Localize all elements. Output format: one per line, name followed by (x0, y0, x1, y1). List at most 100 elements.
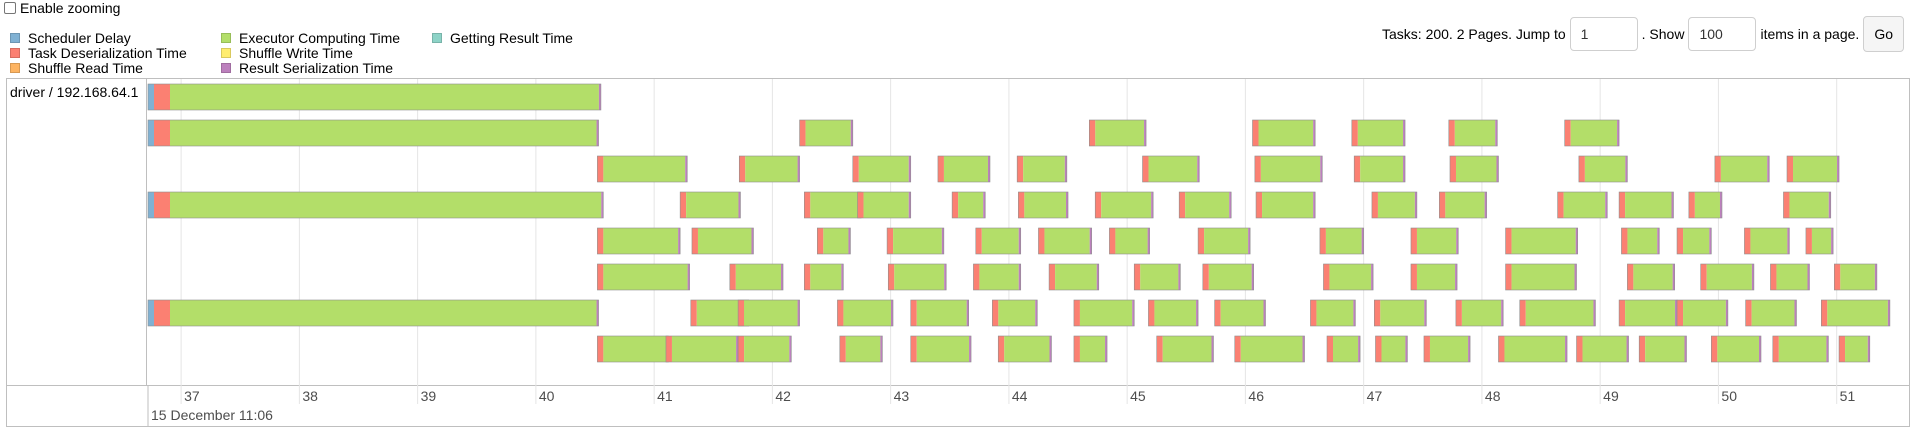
task-bar[interactable] (1073, 299, 1135, 327)
task-bar[interactable] (1770, 263, 1810, 291)
task-bar[interactable] (1783, 191, 1832, 219)
task-bar[interactable] (1576, 335, 1629, 363)
task-bar[interactable] (1805, 227, 1834, 255)
task-bar[interactable] (1838, 335, 1871, 363)
task-bar[interactable] (1714, 155, 1770, 183)
task-bar[interactable] (1711, 335, 1762, 363)
task-bar[interactable] (886, 227, 945, 255)
task-bar[interactable] (1374, 299, 1427, 327)
task-bar[interactable] (1505, 227, 1579, 255)
task-bar[interactable] (852, 155, 912, 183)
task-bar[interactable] (1700, 263, 1755, 291)
task-bar[interactable] (1214, 299, 1266, 327)
task-bar[interactable] (910, 299, 969, 327)
jump-to-page-input[interactable] (1569, 17, 1638, 51)
task-bar[interactable] (1498, 335, 1568, 363)
task-bar[interactable] (839, 335, 883, 363)
task-bar[interactable] (1519, 299, 1596, 327)
task-bar[interactable] (997, 335, 1052, 363)
task-bar[interactable] (1319, 227, 1364, 255)
task-bar[interactable] (597, 263, 690, 291)
enable-zooming-checkbox[interactable] (4, 2, 16, 14)
task-bar[interactable] (992, 299, 1038, 327)
task-bar[interactable] (1089, 119, 1147, 147)
task-bar[interactable] (1202, 263, 1254, 291)
task-bar[interactable] (1834, 263, 1878, 291)
task-bar[interactable] (1326, 335, 1361, 363)
task-bar[interactable] (804, 191, 862, 219)
task-bar[interactable] (887, 263, 947, 291)
task-bar[interactable] (1505, 263, 1577, 291)
task-bar[interactable] (1410, 263, 1458, 291)
task-bar[interactable] (1676, 299, 1729, 327)
task-bar[interactable] (1578, 155, 1628, 183)
task-bar[interactable] (1564, 119, 1620, 147)
task-bar[interactable] (1156, 335, 1214, 363)
task-bar[interactable] (1254, 155, 1323, 183)
task-bar[interactable] (1621, 227, 1660, 255)
task-bar[interactable] (910, 335, 972, 363)
task-bar[interactable] (147, 191, 604, 219)
task-bar[interactable] (1618, 191, 1674, 219)
task-bar[interactable] (951, 191, 986, 219)
task-bar[interactable] (1351, 119, 1406, 147)
task-bar[interactable] (1255, 191, 1316, 219)
task-bar[interactable] (973, 263, 1022, 291)
task-bar[interactable] (1745, 299, 1797, 327)
task-bar[interactable] (804, 263, 844, 291)
task-bar[interactable] (1234, 335, 1305, 363)
task-bar[interactable] (737, 335, 792, 363)
task-bar[interactable] (1744, 227, 1790, 255)
task-bar[interactable] (1439, 191, 1487, 219)
task-bar[interactable] (597, 155, 688, 183)
task-bar[interactable] (1048, 263, 1100, 291)
task-bar[interactable] (1252, 119, 1316, 147)
task-bar[interactable] (1618, 299, 1678, 327)
task-bar[interactable] (1772, 335, 1829, 363)
task-bar[interactable] (1094, 191, 1154, 219)
task-bar[interactable] (597, 227, 681, 255)
page-size-input[interactable] (1688, 17, 1757, 51)
task-bar[interactable] (738, 155, 800, 183)
task-bar[interactable] (1375, 335, 1408, 363)
task-bar[interactable] (1197, 227, 1251, 255)
task-bar[interactable] (597, 335, 669, 363)
task-bar[interactable] (1133, 263, 1181, 291)
task-bar[interactable] (937, 155, 991, 183)
task-bar[interactable] (1073, 335, 1108, 363)
task-bar[interactable] (1018, 191, 1069, 219)
task-bar[interactable] (1109, 227, 1150, 255)
task-bar[interactable] (1821, 299, 1891, 327)
task-bar[interactable] (691, 227, 754, 255)
task-bar[interactable] (147, 83, 602, 111)
task-bar[interactable] (147, 299, 599, 327)
task-bar[interactable] (1016, 155, 1068, 183)
task-bar[interactable] (1423, 335, 1471, 363)
task-bar[interactable] (817, 227, 851, 255)
task-bar[interactable] (1557, 191, 1608, 219)
task-bar[interactable] (1638, 335, 1687, 363)
task-bar[interactable] (665, 335, 739, 363)
enable-zooming-control[interactable]: Enable zooming (4, 0, 120, 16)
task-bar[interactable] (1455, 299, 1504, 327)
task-bar[interactable] (1688, 191, 1723, 219)
task-bar[interactable] (1353, 155, 1406, 183)
task-bar[interactable] (799, 119, 854, 147)
task-bar[interactable] (1310, 299, 1356, 327)
task-bar[interactable] (679, 191, 741, 219)
task-bar[interactable] (1323, 263, 1374, 291)
task-bar[interactable] (737, 299, 800, 327)
task-bar[interactable] (975, 227, 1022, 255)
task-bar[interactable] (1410, 227, 1459, 255)
task-bar[interactable] (147, 119, 599, 147)
task-bar[interactable] (1627, 263, 1675, 291)
task-bar[interactable] (1676, 227, 1712, 255)
task-bar[interactable] (1786, 155, 1840, 183)
task-bar[interactable] (857, 191, 912, 219)
task-bar[interactable] (1142, 155, 1200, 183)
go-button[interactable]: Go (1863, 16, 1904, 52)
task-bar[interactable] (1371, 191, 1418, 219)
task-bar[interactable] (1038, 227, 1092, 255)
task-bar[interactable] (729, 263, 784, 291)
task-bar[interactable] (1148, 299, 1199, 327)
